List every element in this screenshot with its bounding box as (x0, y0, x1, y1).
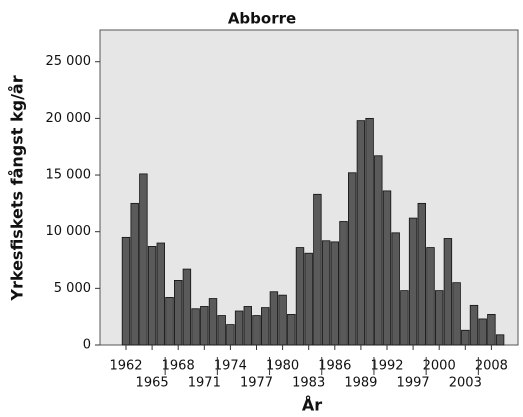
bar (495, 334, 505, 346)
bar (278, 294, 287, 346)
bar (356, 120, 366, 346)
bar (243, 306, 252, 346)
bar (330, 241, 339, 346)
chart-title: Abborre (228, 10, 296, 28)
y-tick-label: 5 000 (54, 281, 91, 296)
x-tick-label: 1989 (344, 376, 377, 391)
x-tick-label: 1971 (188, 376, 221, 391)
x-tick-label: 1968 (162, 359, 195, 374)
x-tick-label: 1974 (214, 359, 247, 374)
x-tick-label: 2003 (449, 376, 482, 391)
bar (121, 236, 131, 346)
bar (313, 193, 322, 346)
bar (408, 217, 418, 346)
y-tick-label: 0 (83, 338, 91, 353)
bar (374, 155, 383, 346)
bar (434, 290, 444, 346)
bar (147, 246, 157, 346)
x-tick-label: 1983 (292, 376, 325, 391)
bar (165, 297, 174, 346)
bar (347, 172, 357, 346)
x-tick-label: 2000 (423, 359, 456, 374)
bar (417, 202, 426, 346)
bar (400, 290, 409, 346)
y-axis-title: Yrkesfiskets fångst kg/år (8, 75, 27, 301)
bar (339, 221, 348, 346)
y-tick-label: 15 000 (46, 168, 92, 183)
x-axis-title: År (302, 396, 322, 415)
bar (382, 190, 392, 346)
bar (365, 117, 374, 346)
bar (287, 314, 296, 346)
bar (321, 240, 331, 346)
bar (191, 308, 200, 346)
x-tick-label: 1965 (136, 376, 169, 391)
bar (487, 314, 496, 346)
bar (443, 238, 453, 346)
bar (461, 329, 470, 346)
bar (130, 202, 139, 346)
bar (200, 306, 209, 346)
bar (295, 247, 305, 346)
y-tick-label: 20 000 (46, 111, 92, 126)
bar (391, 232, 400, 346)
x-tick-label: 1962 (109, 359, 142, 374)
bar (269, 291, 279, 346)
bar (156, 242, 165, 346)
x-tick-label: 1997 (397, 376, 430, 391)
bar (252, 315, 261, 346)
y-tick-label: 10 000 (46, 224, 92, 239)
x-tick-label: 1980 (266, 359, 299, 374)
bar (208, 298, 218, 346)
bar (217, 315, 226, 346)
bar (173, 280, 183, 346)
bar (182, 268, 192, 346)
bar (226, 324, 235, 346)
x-tick-label: 1977 (240, 376, 273, 391)
x-tick-label: 2008 (475, 359, 508, 374)
bar (260, 307, 270, 346)
bar (139, 173, 148, 346)
bar (426, 247, 435, 346)
x-tick-label: 1986 (318, 359, 351, 374)
bar (452, 282, 461, 346)
y-tick-label: 25 000 (46, 54, 92, 69)
bar (234, 310, 244, 346)
x-tick-label: 1992 (370, 359, 403, 374)
bar (304, 252, 313, 346)
bar (478, 318, 487, 346)
bar (469, 304, 479, 346)
